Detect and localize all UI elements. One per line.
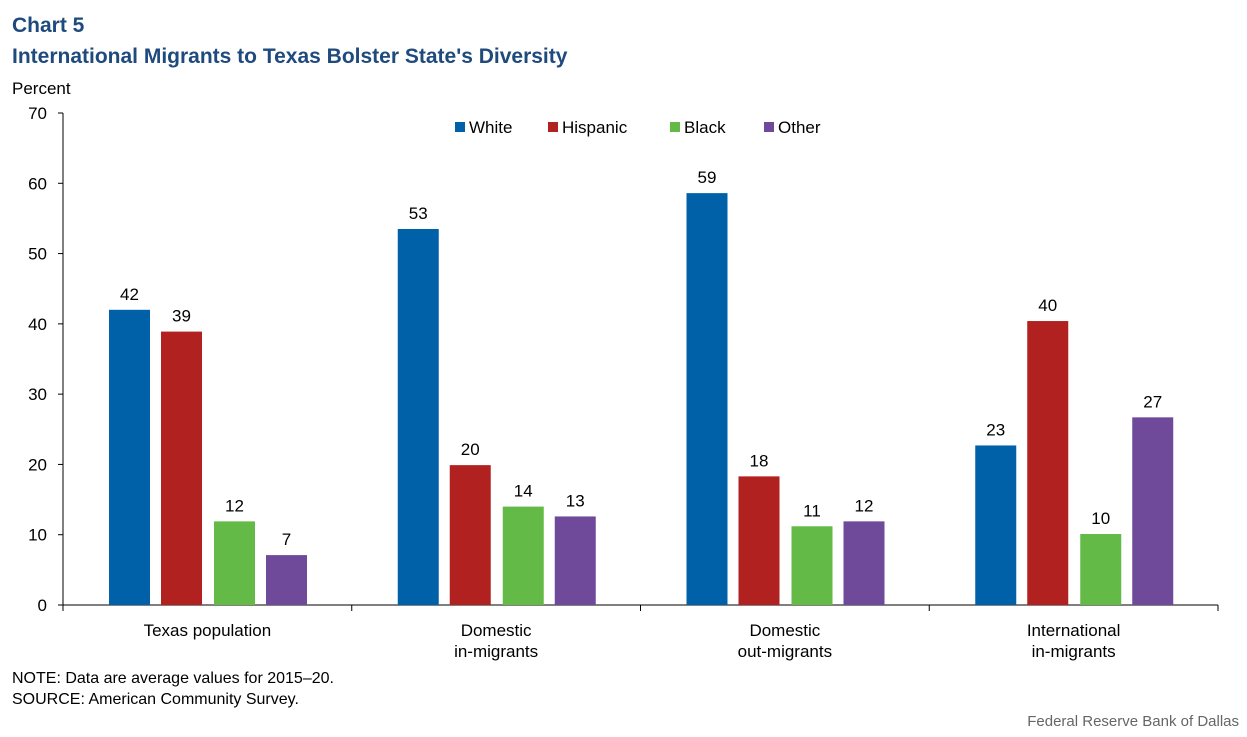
chart-title: International Migrants to Texas Bolster …	[12, 45, 568, 68]
credit: Federal Reserve Bank of Dallas	[1027, 713, 1239, 730]
data-label: 59	[698, 168, 717, 187]
y-tick-label: 20	[28, 455, 47, 474]
data-label: 20	[461, 440, 480, 459]
legend-label: Hispanic	[562, 118, 628, 137]
data-label: 7	[282, 530, 291, 549]
y-tick-label: 10	[28, 526, 47, 545]
bar-black	[1080, 534, 1122, 605]
bar-hispanic	[738, 476, 780, 605]
legend-swatch-hispanic	[548, 122, 558, 132]
data-label: 39	[172, 307, 191, 326]
x-tick-label: International	[1027, 621, 1121, 640]
y-tick-label: 60	[28, 174, 47, 193]
legend-label: Other	[778, 118, 821, 137]
data-label: 12	[225, 496, 244, 515]
bar-white	[686, 193, 728, 605]
y-tick-label: 70	[28, 104, 47, 123]
x-tick-label: Texas population	[144, 621, 272, 640]
bar-black	[791, 526, 833, 605]
bar-white	[397, 228, 439, 605]
bar-other	[554, 516, 596, 605]
x-tick-label: Domestic	[749, 621, 820, 640]
bar-hispanic	[449, 465, 491, 605]
x-tick-label: out-migrants	[738, 642, 832, 661]
data-label: 40	[1038, 296, 1057, 315]
bar-white	[109, 309, 150, 605]
legend-swatch-black	[670, 122, 680, 132]
legend-swatch-other	[764, 122, 774, 132]
data-label: 14	[514, 482, 533, 501]
data-label: 42	[120, 285, 139, 304]
y-tick-label: 0	[38, 596, 47, 615]
bar-other	[1132, 417, 1174, 605]
bar-hispanic	[1027, 321, 1069, 605]
legend-label: Black	[684, 118, 726, 137]
x-tick-label: in-migrants	[454, 642, 538, 661]
source: SOURCE: American Community Survey.	[12, 691, 299, 708]
bar-white	[975, 445, 1017, 605]
chart-number: Chart 5	[12, 14, 85, 37]
data-label: 23	[986, 420, 1005, 439]
x-tick-label: in-migrants	[1032, 642, 1116, 661]
y-tick-label: 40	[28, 315, 47, 334]
y-tick-label: 30	[28, 385, 47, 404]
x-tick-label: Domestic	[461, 621, 532, 640]
data-label: 27	[1143, 392, 1162, 411]
bar-hispanic	[161, 331, 202, 605]
data-label: 10	[1091, 509, 1110, 528]
y-tick-label: 50	[28, 245, 47, 264]
data-label: 12	[855, 496, 874, 515]
legend-swatch-white	[455, 122, 465, 132]
data-label: 13	[566, 491, 585, 510]
bar-other	[266, 555, 307, 605]
bar-other	[843, 521, 885, 605]
data-label: 18	[750, 451, 769, 470]
bar-black	[502, 506, 544, 605]
data-label: 53	[409, 204, 428, 223]
legend-label: White	[469, 118, 512, 137]
y-axis-label: Percent	[12, 79, 71, 98]
bar-black	[214, 521, 255, 605]
data-label: 11	[803, 501, 821, 520]
note: NOTE: Data are average values for 2015–2…	[12, 670, 334, 687]
